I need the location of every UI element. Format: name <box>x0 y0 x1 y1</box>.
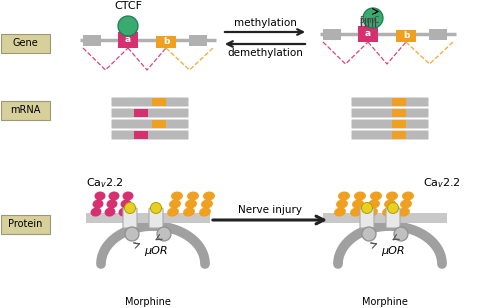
Bar <box>120 24 136 32</box>
Text: demethylation: demethylation <box>227 48 303 58</box>
Bar <box>134 131 148 139</box>
Ellipse shape <box>199 207 211 217</box>
Ellipse shape <box>352 200 364 209</box>
Bar <box>152 120 166 128</box>
Ellipse shape <box>201 200 213 209</box>
Ellipse shape <box>92 200 104 209</box>
FancyBboxPatch shape <box>386 208 400 228</box>
Ellipse shape <box>354 192 366 201</box>
Ellipse shape <box>203 192 215 201</box>
Ellipse shape <box>183 207 195 217</box>
Ellipse shape <box>400 200 412 209</box>
Text: CTCF: CTCF <box>114 1 142 11</box>
Bar <box>360 18 376 26</box>
Circle shape <box>362 202 372 213</box>
Bar <box>392 109 406 117</box>
Ellipse shape <box>398 207 410 217</box>
Ellipse shape <box>336 200 348 209</box>
Text: 5-mC: 5-mC <box>359 16 379 25</box>
Ellipse shape <box>122 192 134 201</box>
Text: b: b <box>403 31 409 40</box>
Ellipse shape <box>171 192 183 201</box>
FancyBboxPatch shape <box>352 120 428 128</box>
Ellipse shape <box>120 200 132 209</box>
Text: Morphine
weak inhibition: Morphine weak inhibition <box>348 297 422 308</box>
FancyBboxPatch shape <box>0 214 50 233</box>
FancyBboxPatch shape <box>0 100 50 120</box>
Text: Protein: Protein <box>8 219 42 229</box>
Ellipse shape <box>386 192 398 201</box>
Ellipse shape <box>366 207 378 217</box>
FancyBboxPatch shape <box>112 120 188 128</box>
Bar <box>396 30 416 42</box>
Text: methylation: methylation <box>234 18 296 28</box>
Circle shape <box>150 202 162 213</box>
FancyBboxPatch shape <box>352 108 428 117</box>
FancyBboxPatch shape <box>360 208 374 228</box>
Circle shape <box>118 16 138 36</box>
Ellipse shape <box>402 192 414 201</box>
Text: Nerve injury: Nerve injury <box>238 205 302 215</box>
Text: mRNA: mRNA <box>10 105 40 115</box>
Text: Ca$_v$2.2: Ca$_v$2.2 <box>423 176 461 190</box>
Circle shape <box>125 227 139 241</box>
Circle shape <box>362 227 376 241</box>
Text: a: a <box>125 35 131 44</box>
Ellipse shape <box>368 200 380 209</box>
Text: b: b <box>163 38 169 47</box>
Circle shape <box>157 227 171 241</box>
FancyBboxPatch shape <box>112 131 188 140</box>
Bar <box>152 98 166 106</box>
Bar <box>323 213 447 223</box>
FancyBboxPatch shape <box>149 208 163 228</box>
Bar <box>86 213 210 223</box>
Bar <box>118 32 138 48</box>
Circle shape <box>124 202 136 213</box>
Ellipse shape <box>167 207 179 217</box>
FancyBboxPatch shape <box>0 34 50 52</box>
Bar <box>323 29 341 39</box>
Circle shape <box>388 202 398 213</box>
Circle shape <box>394 227 408 241</box>
Bar <box>358 26 378 42</box>
Text: a: a <box>365 30 371 38</box>
Ellipse shape <box>350 207 362 217</box>
Circle shape <box>363 8 383 28</box>
Bar <box>392 131 406 139</box>
Ellipse shape <box>338 192 350 201</box>
FancyBboxPatch shape <box>112 98 188 107</box>
Ellipse shape <box>108 192 120 201</box>
Text: Ca$_v$2.2: Ca$_v$2.2 <box>86 176 124 190</box>
Text: μOR: μOR <box>381 246 405 256</box>
FancyBboxPatch shape <box>112 108 188 117</box>
Ellipse shape <box>384 200 396 209</box>
Ellipse shape <box>382 207 394 217</box>
Ellipse shape <box>334 207 346 217</box>
Bar <box>189 34 207 46</box>
Bar <box>83 34 101 46</box>
Ellipse shape <box>118 207 130 217</box>
Text: Morphine
strong Inhibition: Morphine strong Inhibition <box>108 297 188 308</box>
Bar <box>156 36 176 48</box>
Text: μOR: μOR <box>144 246 168 256</box>
Bar <box>392 98 406 106</box>
Ellipse shape <box>185 200 197 209</box>
FancyBboxPatch shape <box>352 131 428 140</box>
Bar <box>392 120 406 128</box>
Text: Gene: Gene <box>12 38 38 48</box>
Ellipse shape <box>90 207 102 217</box>
Ellipse shape <box>187 192 199 201</box>
Ellipse shape <box>370 192 382 201</box>
Ellipse shape <box>94 192 106 201</box>
Bar <box>134 109 148 117</box>
FancyBboxPatch shape <box>123 208 137 228</box>
FancyBboxPatch shape <box>352 98 428 107</box>
Ellipse shape <box>169 200 181 209</box>
Ellipse shape <box>106 200 118 209</box>
Ellipse shape <box>104 207 116 217</box>
Bar <box>429 29 447 39</box>
